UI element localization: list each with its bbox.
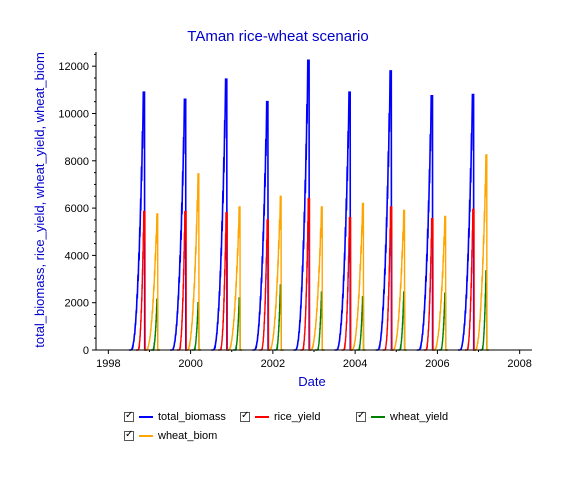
legend-label-total-biomass: total_biomass: [158, 411, 226, 423]
series-line-wheat-biom: [350, 203, 366, 350]
y-tick-label: 10000: [58, 108, 89, 120]
y-axis-label: total_biomass, rice_yield, wheat_yield, …: [32, 52, 47, 348]
legend-label-rice-yield: rice_yield: [274, 411, 320, 423]
x-tick-label: 2000: [178, 358, 202, 370]
chart-title: TAman rice-wheat scenario: [187, 28, 368, 45]
legend-checkbox-wheat-biom[interactable]: [124, 431, 134, 441]
series-line-wheat-biom: [309, 207, 325, 350]
x-axis-label: Date: [298, 374, 325, 389]
legend: total_biomass rice_yield wheat_yield whe…: [120, 410, 520, 450]
x-tick-label: 2004: [343, 358, 367, 370]
legend-swatch-wheat-yield: [371, 416, 385, 418]
series-rice-yield: [136, 199, 476, 350]
x-tick-label: 2006: [425, 358, 449, 370]
y-tick-label: 6000: [65, 203, 89, 215]
series-line-wheat-biom: [144, 214, 160, 350]
series-line-wheat-biom: [185, 174, 201, 350]
legend-item-rice-yield[interactable]: rice_yield: [240, 410, 320, 424]
legend-swatch-rice-yield: [255, 416, 269, 418]
legend-item-wheat-biom[interactable]: wheat_biom: [124, 429, 217, 443]
y-tick-label: 12000: [58, 61, 89, 73]
y-tick-label: 2000: [65, 298, 89, 310]
legend-checkbox-total-biomass[interactable]: [124, 412, 134, 422]
legend-checkbox-wheat-yield[interactable]: [356, 412, 366, 422]
legend-item-wheat-yield[interactable]: wheat_yield: [356, 410, 448, 424]
legend-swatch-wheat-biom: [139, 435, 153, 437]
series-line-wheat-biom: [432, 216, 448, 350]
legend-checkbox-rice-yield[interactable]: [240, 412, 250, 422]
legend-item-total-biomass[interactable]: total_biomass: [124, 410, 226, 424]
y-tick-label: 4000: [65, 250, 89, 262]
legend-swatch-total-biomass: [139, 416, 153, 418]
x-tick-label: 1998: [96, 358, 120, 370]
y-tick-label: 0: [83, 345, 89, 357]
legend-label-wheat-yield: wheat_yield: [390, 411, 448, 423]
series-line-wheat-biom: [226, 207, 242, 350]
axes: 0 2000 4000 6000 8000 10000 12000 1998 2000 2002 2…: [58, 52, 532, 370]
y-tick-label: 8000: [65, 156, 89, 168]
x-tick-label: 2008: [507, 358, 531, 370]
series-wheat-biom: [144, 155, 489, 350]
series-layer: [129, 60, 489, 350]
x-tick-label: 2002: [261, 358, 285, 370]
legend-label-wheat-biom: wheat_biom: [158, 430, 217, 442]
series-line-wheat-biom: [473, 155, 489, 350]
series-total-biomass: [129, 60, 476, 350]
series-line-wheat-biom: [268, 196, 284, 350]
series-line-wheat-biom: [391, 211, 407, 351]
